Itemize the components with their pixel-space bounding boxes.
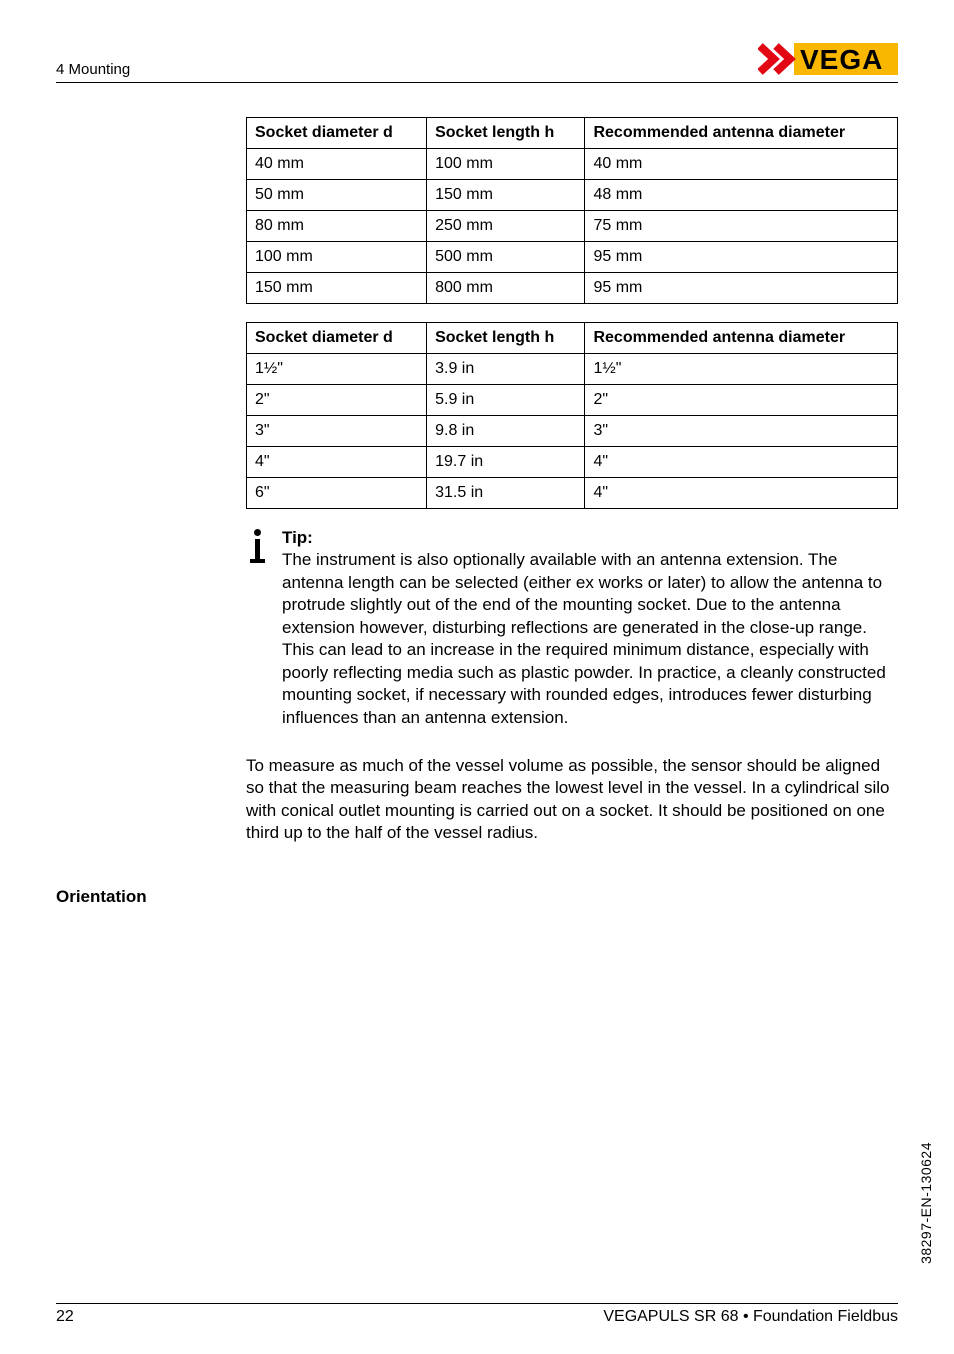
vega-logo: VEGA — [758, 40, 898, 78]
table-row: 50 mm 150 mm 48 mm — [247, 180, 898, 211]
t1-col2: Recommended antenna diameter — [585, 118, 898, 149]
right-column: Socket diameter d Socket length h Recomm… — [246, 117, 898, 907]
t2-col0: Socket diameter d — [247, 323, 427, 354]
socket-table-mm: Socket diameter d Socket length h Recomm… — [246, 117, 898, 304]
table-row: 6" 31.5 in 4" — [247, 478, 898, 509]
table-row: 1½" 3.9 in 1½" — [247, 354, 898, 385]
logo-svg: VEGA — [758, 40, 898, 78]
socket-table-in: Socket diameter d Socket length h Recomm… — [246, 322, 898, 509]
table-row: 40 mm 100 mm 40 mm — [247, 149, 898, 180]
orientation-section: To measure as much of the vessel volume … — [246, 755, 898, 845]
table-row: 2" 5.9 in 2" — [247, 385, 898, 416]
info-icon — [246, 527, 268, 729]
page-header: 4 Mounting VEGA — [56, 40, 898, 83]
table-row: 150 mm 800 mm 95 mm — [247, 273, 898, 304]
page: 4 Mounting VEGA Orientation Socket diame… — [0, 0, 954, 1354]
section-label: 4 Mounting — [56, 61, 130, 78]
table-row: 4" 19.7 in 4" — [247, 447, 898, 478]
tip-body: The instrument is also optionally availa… — [282, 550, 886, 726]
orientation-body: To measure as much of the vessel volume … — [246, 755, 898, 845]
tip-block: Tip: The instrument is also optionally a… — [246, 527, 898, 729]
t2-col2: Recommended antenna diameter — [585, 323, 898, 354]
table-row: 100 mm 500 mm 95 mm — [247, 242, 898, 273]
doc-code-vertical: 38297-EN-130624 — [918, 1142, 934, 1264]
product-name: VEGAPULS SR 68 • Foundation Fieldbus — [603, 1308, 898, 1326]
page-number: 22 — [56, 1308, 74, 1326]
tip-text: Tip: The instrument is also optionally a… — [282, 527, 898, 729]
svg-text:VEGA: VEGA — [800, 44, 883, 75]
left-column: Orientation — [56, 117, 228, 907]
table-row: 80 mm 250 mm 75 mm — [247, 211, 898, 242]
t1-col1: Socket length h — [427, 118, 585, 149]
orientation-label: Orientation — [56, 887, 228, 907]
content-area: Orientation Socket diameter d Socket len… — [56, 117, 898, 907]
table-row: 3" 9.8 in 3" — [247, 416, 898, 447]
t2-col1: Socket length h — [427, 323, 585, 354]
t1-col0: Socket diameter d — [247, 118, 427, 149]
tip-title: Tip: — [282, 527, 898, 549]
page-footer: 22 VEGAPULS SR 68 • Foundation Fieldbus — [56, 1303, 898, 1326]
